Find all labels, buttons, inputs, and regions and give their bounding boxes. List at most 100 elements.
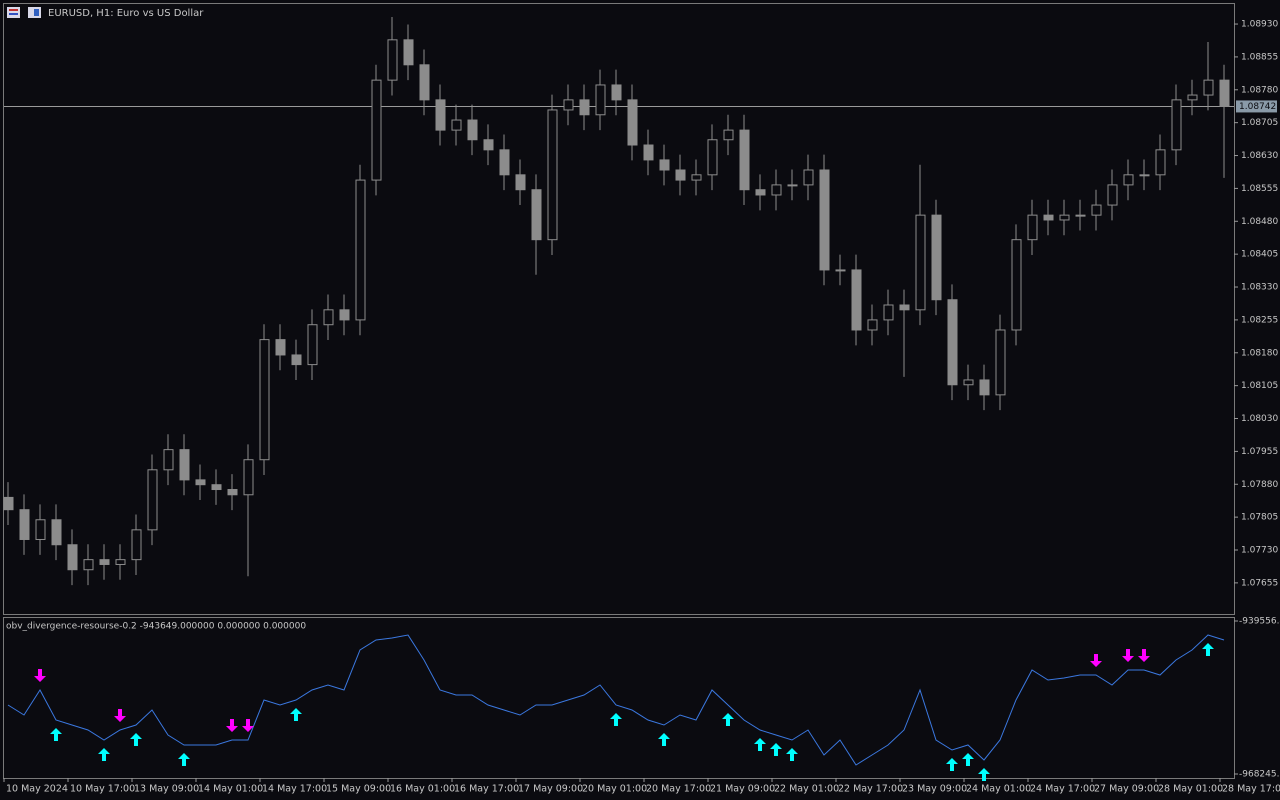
y-tick-label: 1.07880	[1241, 480, 1278, 490]
up-arrow	[722, 712, 734, 726]
x-tick-label: 22 May 17:00	[838, 784, 903, 795]
x-tick-label: 16 May 17:00	[454, 784, 519, 795]
y-tick-label: -939556.4	[1239, 617, 1280, 627]
candle-body	[611, 84, 622, 101]
candle-body	[259, 339, 270, 461]
y-tick-label: 1.08405	[1241, 250, 1278, 260]
candle-body	[1107, 184, 1118, 206]
candle-body	[563, 99, 574, 111]
candle-body	[931, 214, 942, 301]
candle-body	[339, 309, 350, 321]
candle-body	[371, 79, 382, 181]
candle-body	[755, 189, 766, 196]
y-tick-label: 1.07730	[1241, 546, 1278, 556]
candle-body	[675, 169, 686, 181]
y-tick-label: 1.08330	[1241, 283, 1278, 293]
down-arrow	[1090, 654, 1102, 668]
candle-body	[179, 449, 190, 481]
x-tick-label: 20 May 01:00	[582, 784, 647, 795]
x-tick-label: 23 May 09:00	[902, 784, 967, 795]
up-arrow	[786, 747, 798, 761]
candle-body	[1155, 149, 1166, 176]
x-tick-label: 21 May 09:00	[710, 784, 775, 795]
symbol-icon	[7, 7, 41, 18]
candle-body	[1171, 99, 1182, 151]
y-tick-label: 1.08855	[1241, 52, 1278, 62]
candle-body	[323, 309, 334, 326]
candle-body	[659, 159, 670, 171]
candle-body	[291, 354, 302, 366]
y-tick-label: 1.08555	[1241, 184, 1278, 194]
y-tick-label: 1.08105	[1241, 381, 1278, 391]
candle-body	[867, 319, 878, 331]
y-tick-label: 1.07655	[1241, 578, 1278, 588]
down-arrow	[1122, 648, 1134, 662]
candle-body	[803, 169, 814, 186]
down-arrow	[1138, 648, 1150, 662]
candle-body	[787, 184, 798, 187]
candle-body	[19, 509, 30, 540]
up-arrow	[770, 742, 782, 756]
candle-body	[851, 269, 862, 331]
indicator-title: obv_divergence-resourse-0.2 -943649.0000…	[6, 622, 306, 632]
candle-body	[899, 304, 910, 311]
main-frame	[3, 3, 1235, 615]
candle-body	[835, 269, 846, 272]
candle-body	[723, 129, 734, 141]
candle-body	[627, 99, 638, 146]
candle-body	[147, 469, 158, 531]
x-tick-label: 14 May 01:00	[198, 784, 263, 795]
candle-body	[995, 329, 1006, 396]
candle-body	[163, 449, 174, 471]
y-tick-label: 1.07805	[1241, 513, 1278, 523]
candle-body	[819, 169, 830, 271]
down-arrow	[114, 708, 126, 722]
candle-body	[883, 304, 894, 321]
candle-body	[467, 119, 478, 141]
x-tick-label: 14 May 17:00	[262, 784, 327, 795]
y-tick-label: 1.08780	[1241, 85, 1278, 95]
y-tick-label: 1.08930	[1241, 20, 1278, 30]
candle-body	[771, 184, 782, 196]
down-arrow	[226, 718, 238, 732]
candle-body	[979, 379, 990, 396]
up-arrow	[130, 732, 142, 746]
candle-body	[739, 129, 750, 191]
candle-body	[227, 489, 238, 496]
candle-body	[1187, 94, 1198, 101]
x-tick-label: 16 May 01:00	[390, 784, 455, 795]
candle-body	[483, 139, 494, 151]
up-arrow	[1202, 642, 1214, 656]
chart-title: EURUSD, H1: Euro vs US Dollar	[48, 8, 204, 19]
candle-body	[1011, 239, 1022, 331]
up-arrow	[658, 732, 670, 746]
candle-body	[195, 479, 206, 486]
x-tick-label: 20 May 17:00	[646, 784, 711, 795]
candle-body	[307, 324, 318, 366]
candle-body	[355, 179, 366, 321]
candle-body	[707, 139, 718, 176]
x-tick-label: 27 May 09:00	[1094, 784, 1159, 795]
obv-line	[7, 634, 1225, 766]
x-tick-label: 28 May 17:00	[1222, 784, 1280, 795]
candle-body	[387, 39, 398, 81]
y-tick-label: 1.07955	[1241, 447, 1278, 457]
candle-body	[499, 149, 510, 176]
candle-body	[211, 484, 222, 491]
candle-body	[1043, 214, 1054, 221]
y-tick-label: 1.08180	[1241, 348, 1278, 358]
x-tick-label: 13 May 09:00	[134, 784, 199, 795]
candle-body	[579, 99, 590, 116]
x-tick-label: 10 May 2024	[6, 784, 68, 795]
candle-body	[1139, 174, 1150, 177]
candle-body	[547, 109, 558, 241]
candle-body	[131, 529, 142, 561]
x-tick-label: 28 May 01:00	[1158, 784, 1223, 795]
candle-body	[531, 189, 542, 241]
candle-body	[643, 144, 654, 161]
candle-body	[83, 559, 94, 571]
up-arrow	[610, 712, 622, 726]
y-tick-label: -968245.5	[1239, 770, 1280, 780]
up-arrow	[98, 747, 110, 761]
